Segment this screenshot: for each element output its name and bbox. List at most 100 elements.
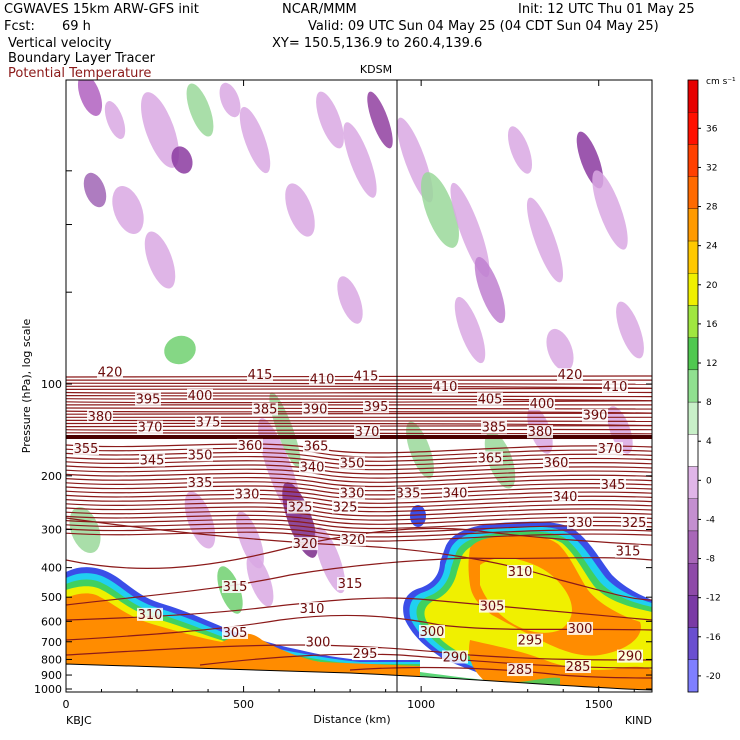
colorbar-swatch: [687, 337, 699, 371]
isentrope-label-bg: [287, 500, 313, 514]
cross-section-endpoints: XY= 150.5,136.9 to 260.4,139.6: [272, 36, 483, 51]
isentrope-label-bg: [97, 365, 123, 379]
colorbar-label: 36: [706, 124, 718, 134]
isentrope-label: 415: [354, 370, 379, 385]
isentrope-label-bg: [309, 372, 335, 386]
wave-streak: [164, 335, 196, 365]
wave-streak: [186, 83, 214, 137]
isentrope-label-bg: [517, 633, 543, 647]
isentrope-label: 310: [508, 565, 533, 580]
isentrope-label: 320: [293, 537, 318, 552]
isentrope-label-bg: [565, 660, 591, 674]
wave-streak: [219, 82, 241, 118]
isentrope-line: [66, 527, 652, 538]
isentrope-label-bg: [332, 500, 358, 514]
wave-streak: [454, 296, 486, 364]
isentrope-label-bg: [567, 516, 593, 530]
isentrope-label-bg: [340, 533, 366, 547]
isentrope-label: 305: [480, 600, 505, 615]
isentrope-label-bg: [234, 487, 260, 501]
isentrope-label: 340: [553, 490, 578, 505]
isentrope-label: 380: [88, 410, 113, 425]
isentrope-label-bg: [597, 442, 623, 456]
isentrope-line: [199, 653, 652, 669]
isentrope-line: [66, 493, 652, 504]
isentrope-label-bg: [543, 455, 569, 469]
isentrope-label-bg: [582, 408, 608, 422]
colorbar-label: -20: [706, 672, 721, 682]
isentrope-line: [66, 468, 652, 479]
isentrope-line: [66, 497, 652, 509]
isentrope-label-bg: [600, 478, 626, 492]
isentrope-label: 315: [223, 580, 248, 595]
wave-streak: [239, 106, 271, 174]
isentrope-label-bg: [339, 486, 365, 500]
wave-streak: [77, 80, 103, 116]
wave-streak: [546, 328, 574, 372]
colorbar-swatch: [687, 627, 699, 660]
isentrope-label-bg: [187, 388, 213, 402]
isentrope-line: [349, 666, 652, 679]
isentrope-line: [66, 510, 652, 521]
isentrope-label-bg: [303, 439, 329, 453]
isentrope-label: 340: [443, 486, 468, 501]
isentrope-label: 300: [568, 622, 593, 637]
colorbar-swatch: [687, 434, 699, 467]
forecast-label: Fcst:: [4, 19, 35, 34]
colorbar-swatch: [687, 208, 699, 242]
y-tick-label: 400: [41, 562, 62, 575]
isentrope-label-bg: [247, 368, 273, 382]
isentrope-line: [66, 485, 652, 496]
isentrope-label-bg: [292, 537, 318, 551]
isentrope-line: [66, 481, 652, 492]
colorbar-label: 20: [706, 281, 718, 291]
colorbar-unit: cm s⁻¹: [706, 77, 736, 87]
isentrope-label: 290: [443, 650, 468, 665]
isentrope-label-bg: [135, 392, 161, 406]
isentrope-label: 420: [98, 365, 123, 380]
isentrope-label: 345: [140, 454, 165, 469]
isentrope-label-bg: [481, 420, 507, 434]
isentrope-line: [66, 489, 652, 500]
isentrope-label: 295: [518, 634, 543, 649]
isentrope-label: 335: [396, 486, 421, 501]
isentrope-label: 370: [355, 425, 380, 440]
isentrope-label: 360: [238, 439, 263, 454]
isentrope-label-bg: [615, 544, 641, 558]
colorbar-swatch: [687, 305, 699, 338]
isentrope-line: [66, 518, 652, 530]
colorbar-label: -12: [706, 594, 721, 604]
isentrope-label-bg: [442, 486, 468, 500]
y-axis-label: Pressure (hPa), log scale: [20, 319, 33, 454]
isentrope-label-bg: [419, 624, 445, 638]
colorbar-swatch: [687, 498, 699, 532]
wave-streak: [450, 182, 490, 278]
colorbar-swatch: [687, 659, 699, 693]
colorbar-swatch: [687, 595, 699, 628]
isentrope-label-bg: [237, 438, 263, 452]
isentrope-label: 365: [304, 440, 329, 455]
isentrope-line: [66, 614, 652, 641]
terrain: [66, 663, 652, 692]
isentrope-line: [66, 385, 652, 389]
isentrope-label: 365: [478, 451, 503, 466]
isentrope-label: 310: [138, 608, 163, 623]
isentrope-line: [66, 527, 652, 570]
isentrope-label-bg: [442, 650, 468, 664]
x-axis: 0 500 1000 1500: [63, 80, 635, 711]
isentrope-label: 290: [618, 650, 643, 665]
potential-temperature-contours: 420 415 410 415 410 420 410 395 400 405 400 380 385 3…: [66, 365, 652, 679]
isentrope-label: 350: [188, 448, 213, 463]
colorbar-swatch: [687, 79, 699, 113]
isentrope-label: 315: [338, 577, 363, 592]
x-axis-label: Distance (km): [313, 713, 390, 726]
colorbar-swatch: [687, 273, 699, 306]
y-tick-label: 600: [41, 615, 62, 628]
isentrope-label: 325: [622, 516, 647, 531]
isentrope-label: 405: [478, 392, 503, 407]
isentrope-label-bg: [222, 625, 248, 639]
isentrope-label: 395: [364, 400, 389, 415]
isentrope-label: 410: [433, 380, 458, 395]
isentrope-label-bg: [527, 425, 553, 439]
colorbar-swatch: [687, 112, 699, 145]
